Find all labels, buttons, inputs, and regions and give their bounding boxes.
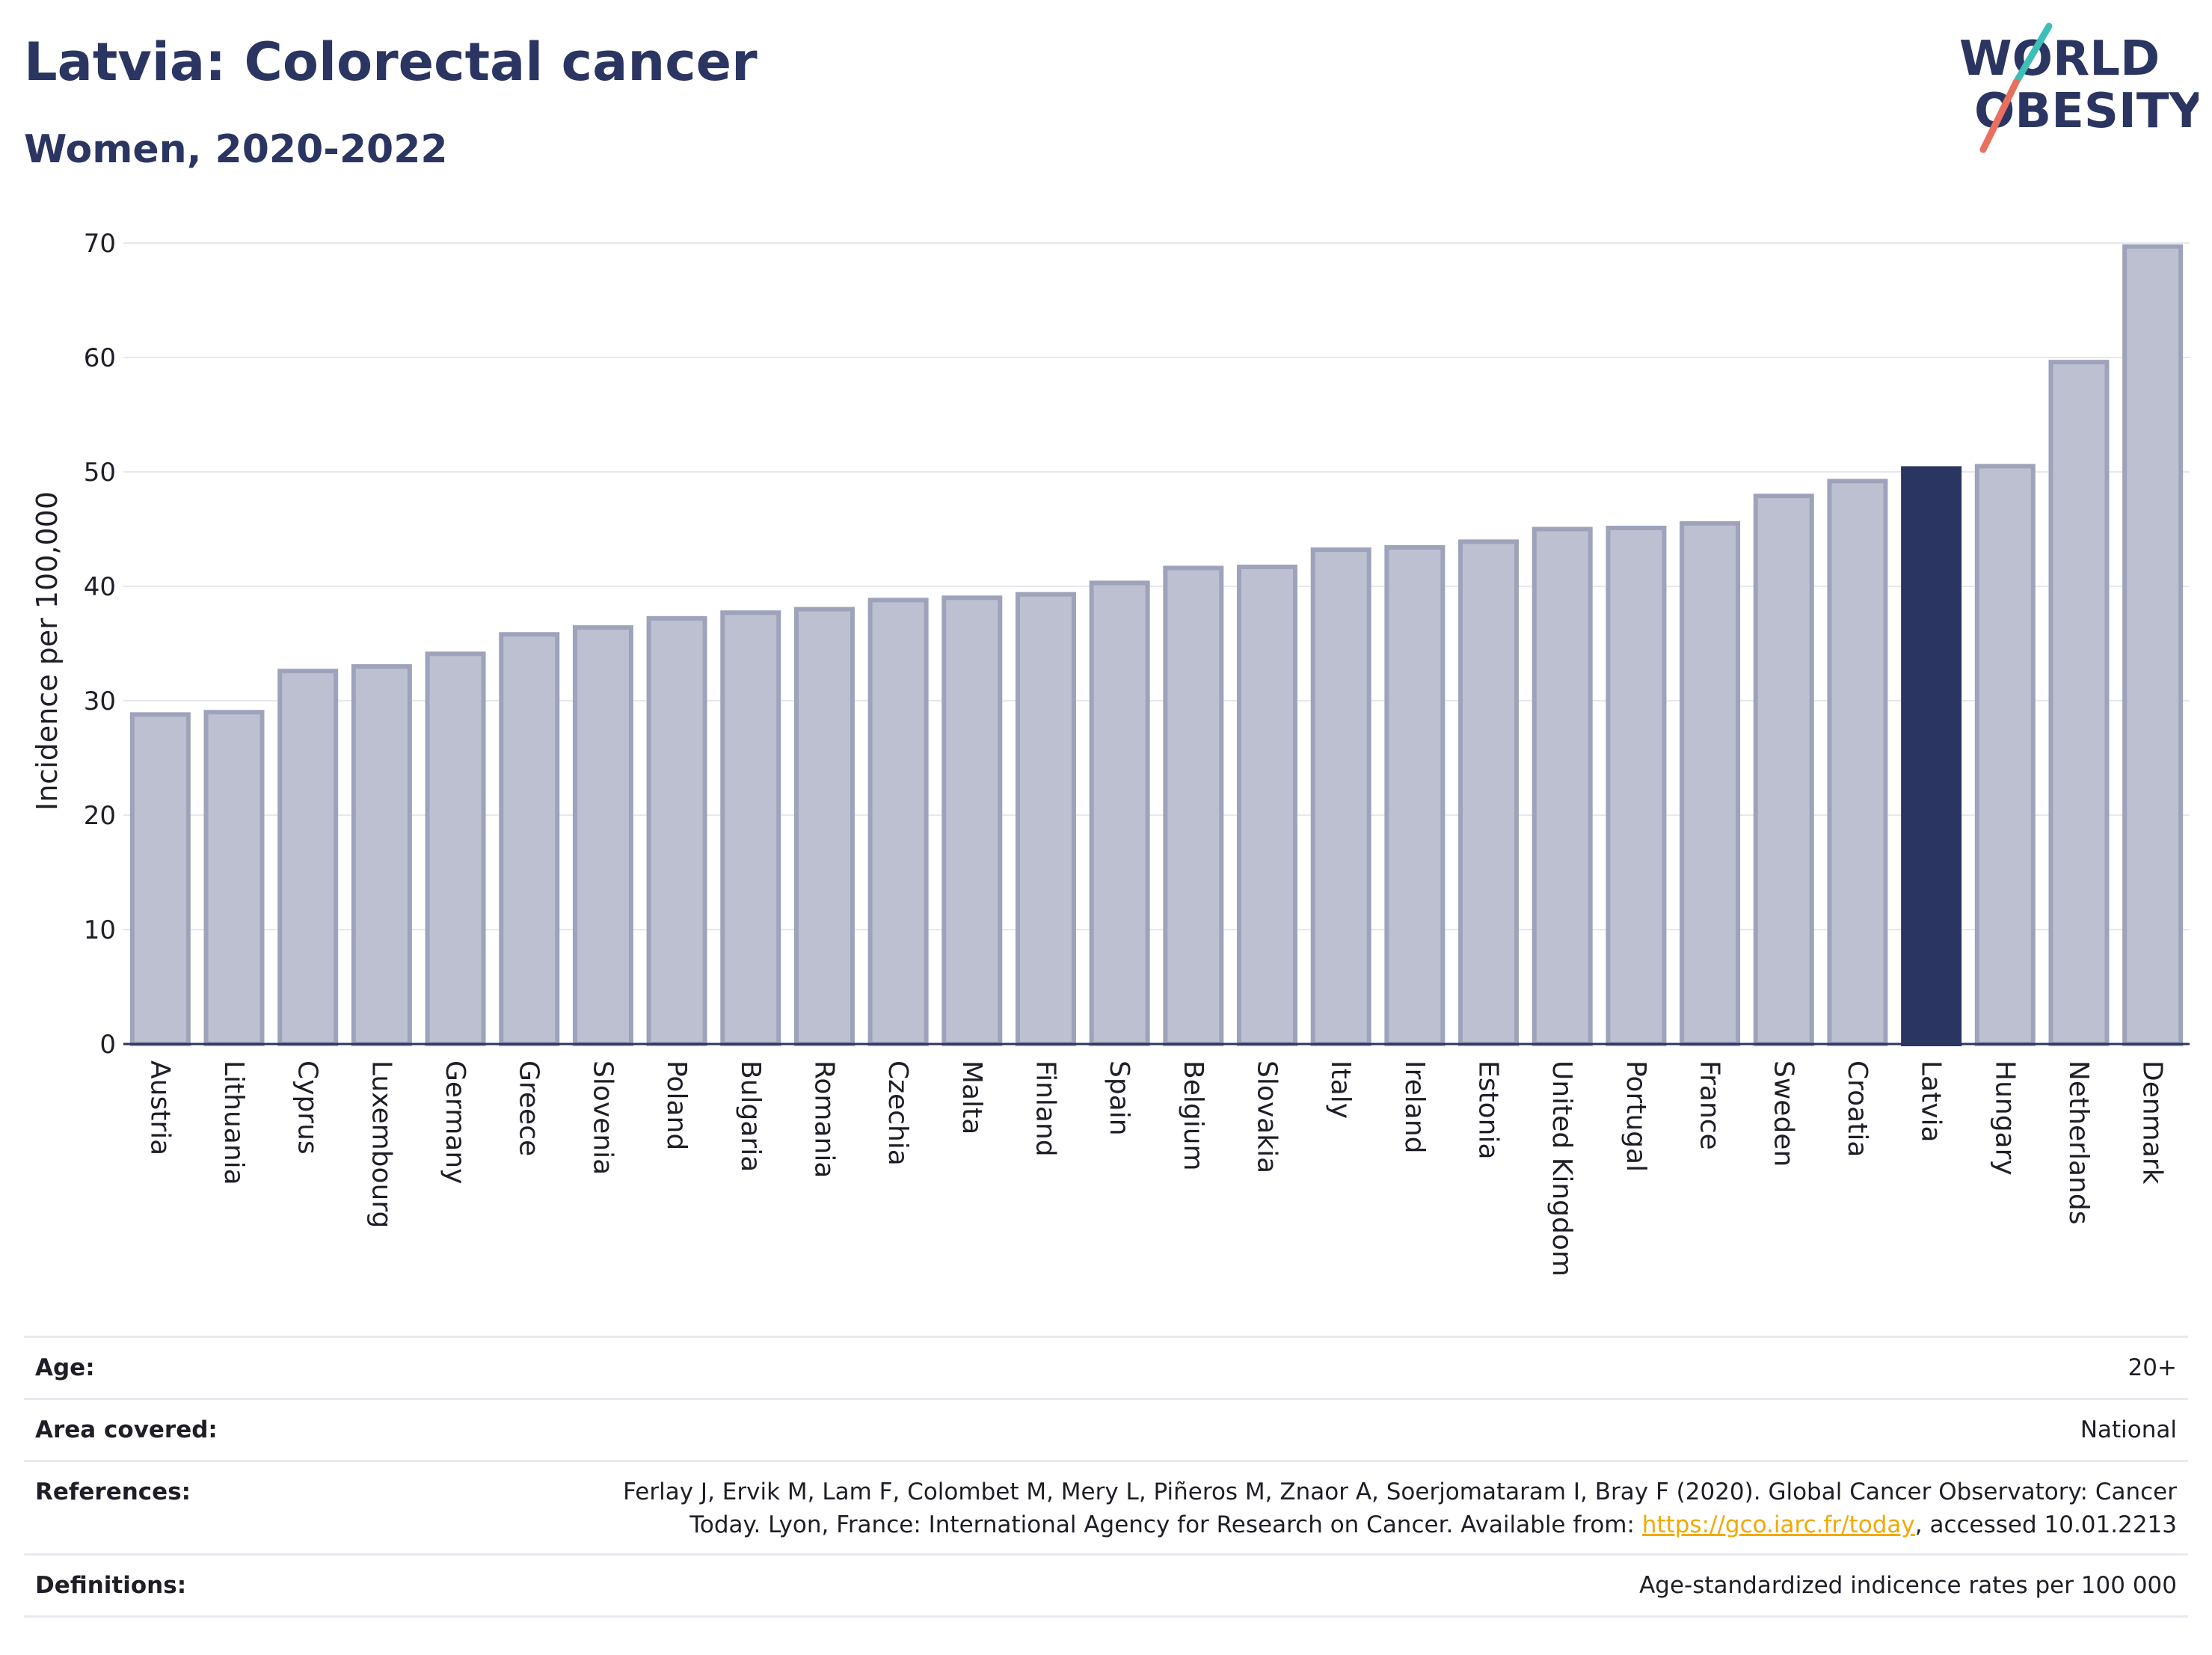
bar-denmark	[2122, 244, 2184, 1047]
y-tick-label: 10	[84, 915, 116, 945]
bar-portugal	[1606, 525, 1667, 1047]
x-tick-label: Czechia	[882, 1060, 913, 1166]
bar-hungary	[1974, 464, 2036, 1047]
x-tick-label: Portugal	[1620, 1060, 1651, 1172]
y-axis-label: Incidence per 100,000	[31, 491, 64, 811]
x-tick-label: Denmark	[2137, 1060, 2168, 1185]
bar-belgium	[1163, 565, 1224, 1046]
definitions-label: Definitions:	[35, 1572, 187, 1599]
bar-united-kingdom	[1531, 526, 1593, 1046]
bar-estonia	[1458, 539, 1520, 1046]
x-tick-label: Cyprus	[292, 1060, 323, 1155]
x-tick-label: Latvia	[1916, 1060, 1947, 1143]
definitions-value: Age-standardized indicence rates per 100…	[1639, 1572, 2177, 1599]
references-line1: Ferlay J, Ervik M, Lam F, Colombet M, Me…	[623, 1479, 2177, 1505]
x-tick-label: Luxembourg	[366, 1060, 396, 1228]
bar-chart: 0 10 20 30 40 50 60 70 Austria Lithuania Cyprus Lu…	[31, 229, 2190, 1277]
bars	[129, 244, 2184, 1047]
x-tick-label: Hungary	[1989, 1060, 2020, 1176]
bar-germany	[425, 651, 486, 1046]
bar-netherlands	[2048, 360, 2110, 1046]
y-tick-label: 20	[84, 801, 116, 831]
y-tick-label: 30	[84, 687, 116, 716]
x-tick-label: Germany	[440, 1060, 470, 1184]
page-subtitle: Women, 2020-2022	[24, 127, 448, 172]
bar-finland	[1015, 592, 1076, 1046]
x-tick-label: Croatia	[1842, 1060, 1872, 1157]
bar-slovenia	[572, 625, 633, 1046]
x-tick-label: Spain	[1104, 1060, 1134, 1136]
x-tick-label: Ireland	[1399, 1060, 1430, 1154]
bar-spain	[1089, 580, 1150, 1047]
bar-italy	[1310, 547, 1371, 1047]
x-tick-label: Belgium	[1178, 1060, 1208, 1171]
x-tick-label: Finland	[1030, 1060, 1060, 1157]
bar-ireland	[1384, 544, 1446, 1047]
bar-poland	[646, 615, 707, 1046]
bar-lithuania	[203, 710, 265, 1046]
references-link[interactable]: https://gco.iarc.fr/today	[1641, 1511, 1915, 1538]
x-tick-label: Austria	[144, 1060, 175, 1155]
y-tick-label: 40	[84, 572, 116, 602]
x-tick-label: Estonia	[1473, 1060, 1504, 1160]
x-tick-label: Netherlands	[2063, 1060, 2094, 1224]
age-value: 20+	[2127, 1354, 2177, 1381]
references-line2-suffix: , accessed 10.01.2213	[1914, 1511, 2177, 1538]
logo-slash-coral	[1979, 79, 2020, 153]
x-tick-label: Italy	[1325, 1060, 1356, 1119]
references-value: Ferlay J, Ervik M, Lam F, Colombet M, Me…	[623, 1476, 2177, 1541]
info-table: Age: 20+ Area covered: National Referenc…	[24, 1336, 2188, 1618]
logo-line1: WORLD	[1959, 31, 2160, 87]
x-tick-label: Slovenia	[587, 1060, 618, 1175]
info-row-references: References: Ferlay J, Ervik M, Lam F, Co…	[24, 1460, 2188, 1553]
bar-luxembourg	[351, 664, 412, 1046]
references-line2: Today. Lyon, France: International Agenc…	[623, 1508, 2177, 1541]
references-label: References:	[35, 1479, 191, 1505]
age-label: Age:	[35, 1354, 95, 1381]
x-tick-label: Malta	[956, 1060, 987, 1134]
bar-slovakia	[1237, 564, 1298, 1046]
x-tick-label: France	[1695, 1060, 1725, 1150]
bar-bulgaria	[720, 610, 781, 1046]
x-tick-label: Sweden	[1768, 1060, 1798, 1167]
bar-austria	[129, 712, 191, 1046]
bar-sweden	[1753, 494, 1814, 1046]
x-tick-label: Slovakia	[1252, 1060, 1282, 1173]
x-tick-label: Romania	[808, 1060, 839, 1178]
x-tick-label: Poland	[661, 1060, 692, 1150]
info-row-age: Age: 20+	[24, 1336, 2188, 1398]
bar-cyprus	[277, 669, 339, 1046]
info-row-definitions: Definitions: Age-standardized indicence …	[24, 1553, 2188, 1618]
y-tick-label: 0	[99, 1030, 116, 1060]
x-tick-label: Lithuania	[218, 1060, 249, 1185]
bar-latvia	[1901, 466, 1962, 1047]
y-tick-label: 60	[84, 343, 116, 373]
area-label: Area covered:	[35, 1416, 218, 1443]
x-tick-label: United Kingdom	[1546, 1060, 1577, 1277]
bar-malta	[941, 595, 1003, 1046]
bar-romania	[793, 607, 855, 1046]
world-obesity-logo: WORLD OBESITY	[1959, 22, 2199, 153]
x-tick-label: Bulgaria	[735, 1060, 766, 1172]
area-value: National	[2080, 1416, 2177, 1443]
bar-czechia	[867, 598, 929, 1046]
bar-greece	[499, 632, 560, 1046]
x-axis-labels: Austria Lithuania Cyprus Luxembourg Germany G…	[144, 1060, 2167, 1277]
logo-slash-teal	[2012, 22, 2053, 86]
y-tick-label: 70	[84, 229, 116, 259]
bar-france	[1680, 521, 1741, 1047]
page-title: Latvia: Colorectal cancer	[24, 31, 758, 93]
x-tick-label: Greece	[514, 1060, 544, 1156]
y-tick-label: 50	[84, 458, 116, 488]
bar-croatia	[1827, 479, 1888, 1046]
references-line2-prefix: Today. Lyon, France: International Agenc…	[689, 1511, 1642, 1538]
y-axis-ticks: 0 10 20 30 40 50 60 70	[84, 229, 116, 1060]
info-row-area: Area covered: National	[24, 1398, 2188, 1460]
